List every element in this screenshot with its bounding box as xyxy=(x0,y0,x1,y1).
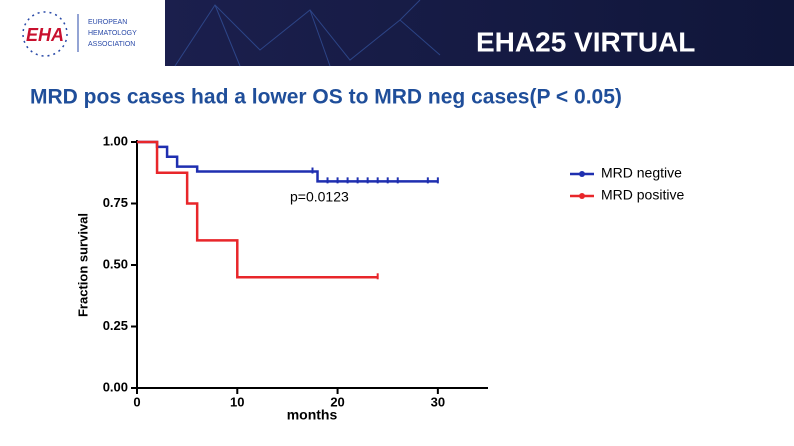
survival-curve xyxy=(137,140,438,183)
y-tick-label: 0.50 xyxy=(103,256,128,271)
legend-marker xyxy=(579,171,585,177)
banner xyxy=(165,0,794,66)
event-title: EHA25 VIRTUAL xyxy=(476,26,695,57)
x-tick-label: 20 xyxy=(330,394,344,409)
y-tick-label: 0.75 xyxy=(103,195,128,210)
annotation: p=0.0123 xyxy=(290,189,349,205)
legend-label: MRD negtive xyxy=(601,165,682,181)
legend-label: MRD positive xyxy=(601,187,684,203)
y-tick-label: 0.00 xyxy=(103,379,128,394)
survival-curve xyxy=(137,140,378,279)
y-tick-label: 1.00 xyxy=(103,133,128,148)
x-tick-label: 10 xyxy=(230,394,244,409)
x-tick-label: 0 xyxy=(133,394,140,409)
y-tick-label: 0.25 xyxy=(103,318,128,333)
x-tick-label: 30 xyxy=(431,394,445,409)
logo-stars xyxy=(22,11,68,57)
x-axis-label: months xyxy=(287,407,338,423)
org-line: HEMATOLOGY xyxy=(88,30,137,37)
org-line: ASSOCIATION xyxy=(88,41,135,48)
legend-marker xyxy=(579,193,585,199)
logo: EHA xyxy=(26,25,64,45)
y-axis-label: Fraction survival xyxy=(75,213,90,317)
org-line: EUROPEAN xyxy=(88,19,127,26)
slide-title: MRD pos cases had a lower OS to MRD neg … xyxy=(30,86,622,109)
banner-pattern xyxy=(174,0,441,67)
